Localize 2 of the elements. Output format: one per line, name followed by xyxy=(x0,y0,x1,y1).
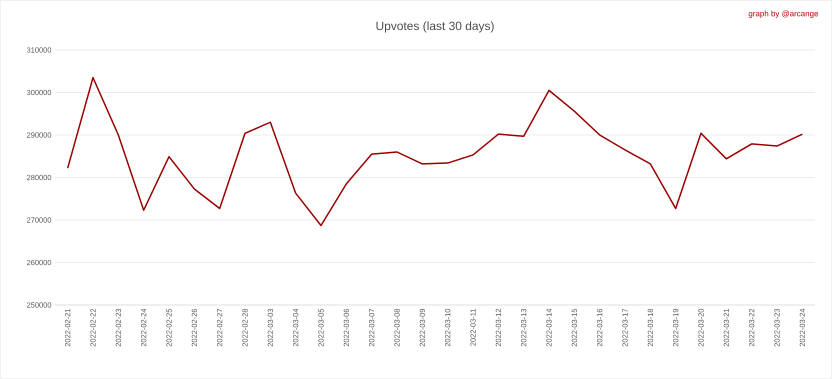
chart-title: Upvotes (last 30 days) xyxy=(376,21,494,33)
line-series xyxy=(66,76,804,226)
